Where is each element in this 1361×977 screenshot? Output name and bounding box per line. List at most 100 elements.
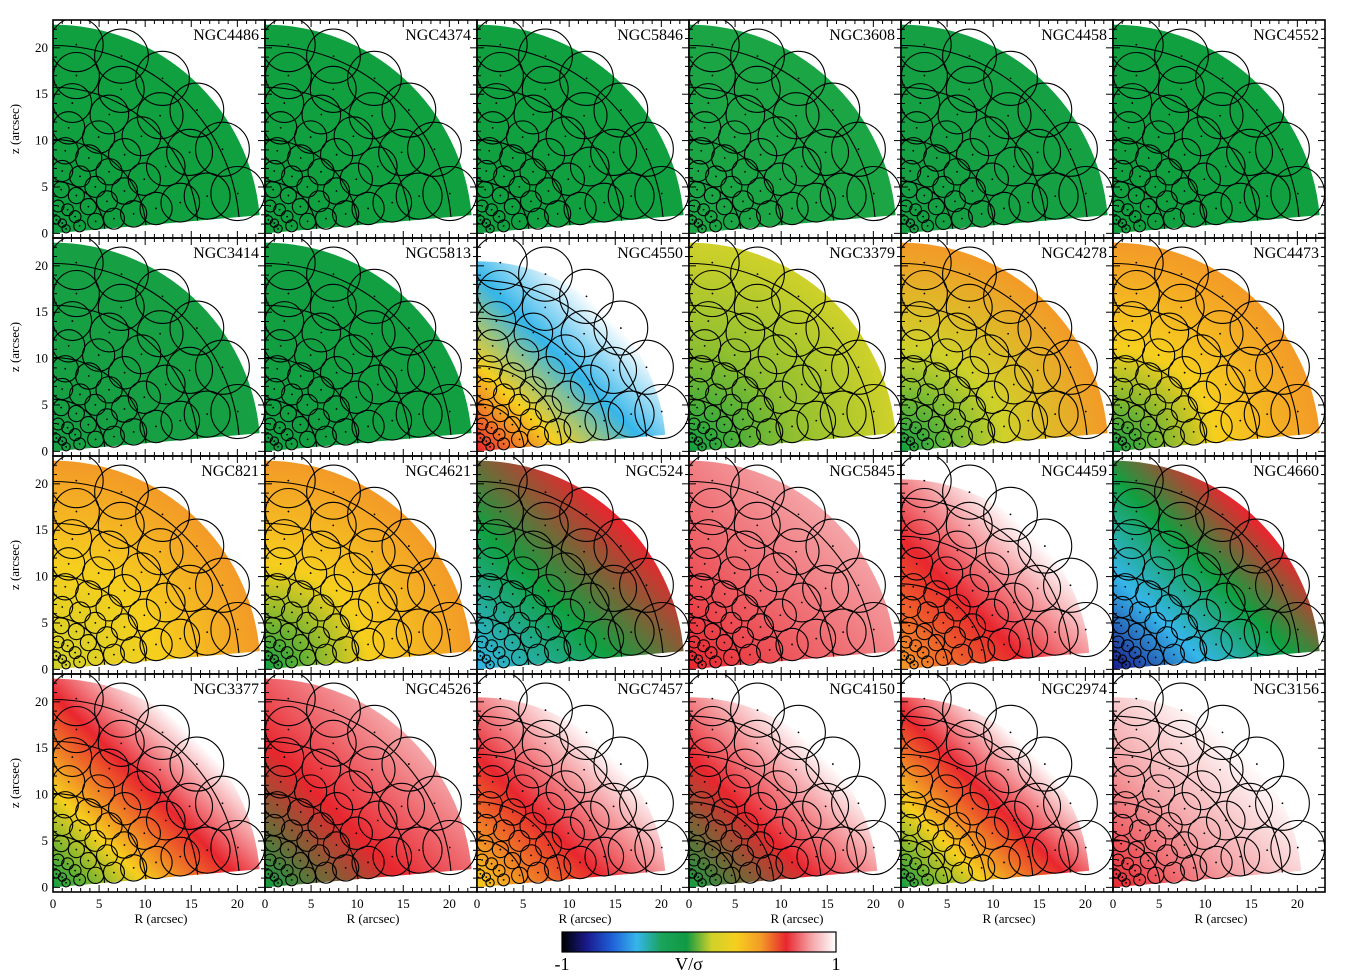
- bin-center: [1124, 149, 1127, 152]
- bin-center: [418, 413, 421, 416]
- bin-center: [1134, 215, 1137, 218]
- spatial-bin: [1127, 186, 1145, 205]
- spatial-bin: [477, 813, 498, 837]
- spatial-bin: [958, 831, 987, 859]
- spatial-bin: [775, 627, 809, 662]
- spatial-bin: [53, 199, 65, 213]
- spatial-bin: [1043, 339, 1098, 395]
- bin-center: [1154, 839, 1157, 842]
- bin-center: [277, 881, 279, 884]
- bin-center: [269, 423, 271, 425]
- bin-center: [67, 126, 70, 129]
- bin-center: [75, 43, 78, 46]
- spatial-bin: [901, 377, 922, 401]
- isophote-line: [1113, 480, 1300, 654]
- bin-center: [935, 859, 938, 862]
- spatial-bin: [477, 238, 528, 291]
- bin-center: [499, 630, 502, 633]
- spatial-bin: [53, 853, 65, 867]
- bin-center: [74, 215, 77, 218]
- bin-center: [1183, 408, 1186, 410]
- bin-center: [273, 170, 276, 172]
- spatial-bin: [901, 199, 913, 213]
- spatial-bin: [265, 573, 291, 601]
- spatial-bin: [279, 840, 297, 859]
- bin-center: [57, 423, 59, 425]
- bin-center: [756, 273, 759, 276]
- x-tick-label: 0: [686, 896, 693, 911]
- bin-center: [954, 418, 956, 421]
- spatial-bin: [67, 622, 85, 641]
- bin-center: [795, 550, 798, 553]
- spatial-bin: [1128, 383, 1151, 406]
- galaxy-name: NGC4374: [405, 27, 471, 44]
- bin-center: [971, 807, 974, 810]
- spatial-bin: [531, 137, 566, 172]
- spatial-bin: [491, 186, 509, 205]
- spatial-bin: [905, 872, 916, 882]
- spatial-bin: [53, 137, 79, 165]
- spatial-bin: [53, 595, 74, 619]
- bin-center: [1154, 656, 1157, 659]
- bin-center: [697, 658, 700, 661]
- bin-center: [1183, 190, 1186, 192]
- spatial-bin: [308, 190, 331, 213]
- spatial-bin: [689, 456, 740, 509]
- spatial-bin: [169, 82, 225, 138]
- bin-center: [815, 201, 818, 204]
- spatial-bin: [732, 844, 755, 867]
- bin-center: [1084, 410, 1087, 413]
- bin-center: [433, 148, 436, 151]
- bin-center: [1166, 854, 1168, 857]
- bin-center: [1200, 353, 1203, 356]
- bin-center: [188, 805, 191, 808]
- bin-center: [612, 369, 615, 372]
- bin-center: [521, 790, 524, 792]
- spatial-bin: [296, 829, 319, 852]
- spatial-bin: [593, 300, 649, 356]
- spatial-bin: [372, 182, 413, 223]
- spatial-bin: [1220, 618, 1261, 659]
- spatial-bin: [1156, 190, 1179, 213]
- bin-center: [108, 606, 110, 609]
- spatial-bin: [945, 283, 993, 331]
- isophote-line: [689, 138, 783, 226]
- spatial-bin: [1113, 853, 1125, 867]
- bin-center: [842, 849, 845, 852]
- bin-center: [287, 412, 290, 415]
- spatial-bin: [1154, 464, 1209, 520]
- bin-center: [903, 436, 906, 439]
- x-tick-label: 15: [185, 896, 198, 911]
- panel-grid: NGC4486 NGC4374 NGC5846 NGC3608 NGC4458 NGC45…: [52, 19, 1326, 893]
- bin-center: [1135, 848, 1138, 851]
- bin-center: [756, 55, 759, 58]
- spatial-bin: [1017, 82, 1073, 138]
- bin-center: [287, 74, 290, 77]
- bin-center: [588, 601, 591, 604]
- bin-center: [1192, 648, 1195, 651]
- bin-center: [291, 175, 293, 178]
- bin-center: [710, 651, 713, 654]
- y-tick-label: 5: [42, 397, 49, 412]
- bin-center: [1215, 643, 1217, 646]
- spatial-bin: [983, 50, 1038, 106]
- bin-center: [1183, 371, 1186, 374]
- x-tick-label: 0: [898, 896, 905, 911]
- bin-center: [945, 790, 948, 792]
- spatial-bin: [61, 639, 75, 653]
- bin-center: [913, 227, 915, 230]
- x-tick-label: 15: [609, 896, 622, 911]
- spatial-bin: [1255, 557, 1310, 613]
- spatial-bin: [693, 218, 704, 228]
- bin-center: [1003, 425, 1005, 428]
- bin-center: [87, 205, 90, 208]
- spatial-bin: [1187, 816, 1221, 850]
- velocity-field: [689, 24, 896, 234]
- spatial-bin: [955, 355, 990, 390]
- bin-center: [603, 855, 606, 858]
- bin-center: [971, 153, 974, 156]
- galaxy-name: NGC4552: [1253, 27, 1319, 44]
- spatial-bin: [296, 393, 319, 416]
- bin-center: [299, 375, 302, 377]
- spatial-bin: [135, 268, 190, 324]
